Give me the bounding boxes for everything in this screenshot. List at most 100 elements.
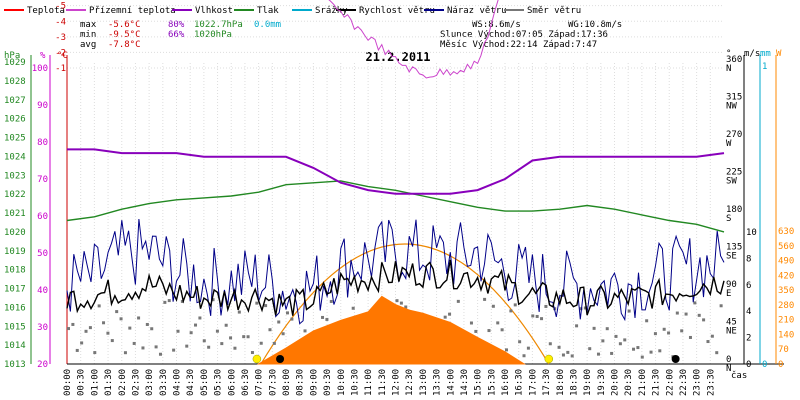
axis-unit-direction: °: [726, 49, 731, 59]
wind-direction-point: [404, 305, 408, 309]
wind-direction-point: [93, 351, 97, 355]
wind-direction-point: [636, 346, 640, 350]
wind-direction-point: [693, 301, 697, 305]
tick-direction-1: 45: [726, 318, 737, 328]
x-axis-label: čas: [731, 370, 747, 381]
legend-label-5: Rychlost větru: [359, 6, 435, 16]
wind-direction-point: [351, 306, 355, 310]
wind-direction-point: [667, 331, 671, 335]
stat-wind-speed: WS:8.6m/s: [472, 20, 521, 30]
tick-direction-label-1: NE: [726, 327, 737, 337]
tick-x-45: 22:30: [679, 369, 689, 396]
wind-direction-point: [614, 334, 618, 338]
wind-direction-point: [194, 323, 198, 327]
wind-direction-point: [250, 351, 254, 355]
tick-x-34: 17:00: [528, 369, 538, 396]
tick-x-25: 12:30: [405, 369, 415, 396]
wind-direction-point: [268, 328, 272, 332]
tick-rain-0: 0: [762, 360, 767, 370]
legend-label-0: Teplota: [27, 6, 65, 16]
wind-direction-point: [588, 347, 592, 351]
tick-x-35: 17:30: [542, 369, 552, 396]
tick-pressure-1027: 1027: [4, 96, 26, 106]
tick-solar-140: 140: [778, 330, 794, 340]
wind-direction-point: [557, 345, 561, 349]
wind-direction-point: [207, 345, 211, 349]
wind-direction-point: [710, 334, 714, 338]
tick-solar-280: 280: [778, 301, 794, 311]
tick-humidity-80: 80: [37, 138, 48, 148]
stat-max-rain: 0.0mm: [254, 20, 281, 30]
tick-x-29: 14:30: [460, 369, 470, 396]
tick-direction-label-2: E: [726, 289, 731, 299]
wind-direction-point: [496, 321, 500, 325]
tick-x-27: 13:30: [433, 369, 443, 396]
tick-temperature--2: -2: [55, 48, 66, 58]
wind-direction-point: [579, 307, 583, 311]
wind-direction-point: [443, 315, 447, 319]
tick-x-5: 02:30: [131, 369, 141, 396]
wind-direction-point: [71, 322, 75, 326]
tick-x-0: 00:00: [63, 369, 73, 396]
wind-direction-point: [137, 316, 141, 320]
tick-pressure-1023: 1023: [4, 171, 26, 181]
wind-direction-point: [154, 345, 158, 349]
stat-min-label: min: [80, 30, 96, 40]
wind-direction-point: [189, 331, 193, 335]
tick-temperature--5: -5: [55, 2, 66, 12]
wind-direction-point: [67, 327, 70, 331]
tick-direction-label-6: W: [726, 139, 732, 149]
wind-direction-point: [246, 335, 250, 339]
stat-min-temp: -9.5°C: [108, 30, 141, 40]
grid: [66, 5, 724, 364]
wind-direction-point: [715, 351, 719, 355]
tick-solar-350: 350: [778, 286, 794, 296]
tick-x-44: 22:00: [665, 369, 675, 396]
tick-x-36: 18:00: [556, 369, 566, 396]
wind-direction-point: [119, 317, 123, 321]
legend-label-4: Srážky: [315, 6, 348, 16]
wind-direction-point: [623, 338, 627, 342]
tick-pressure-1016: 1016: [4, 303, 26, 313]
tick-rain-1: 1: [762, 62, 767, 72]
tick-pressure-1022: 1022: [4, 190, 26, 200]
sunset-marker: [544, 354, 554, 364]
tick-x-12: 06:00: [227, 369, 237, 396]
wind-direction-point: [242, 335, 246, 339]
wind-direction-point: [106, 331, 110, 335]
tick-pressure-1028: 1028: [4, 77, 26, 87]
wind-direction-point: [605, 327, 609, 331]
wind-direction-point: [325, 317, 329, 321]
wind-direction-point: [329, 299, 333, 303]
wind-direction-point: [610, 351, 614, 355]
series-line-wind: [66, 259, 725, 316]
tick-wind-10: 10: [746, 228, 757, 238]
tick-x-24: 12:00: [392, 369, 402, 396]
legend-label-3: Tlak: [257, 6, 279, 16]
wind-direction-point: [592, 326, 596, 330]
axis-unit-temperature: °C: [57, 51, 68, 61]
stat-min-press: 1020hPa: [194, 30, 232, 40]
stat-avg-temp: -7.8°C: [108, 40, 141, 50]
tick-pressure-1018: 1018: [4, 266, 26, 276]
stat-max-temp: -5.6°C: [108, 20, 141, 30]
tick-x-7: 03:30: [159, 369, 169, 396]
wind-direction-point: [513, 303, 517, 307]
tick-x-26: 13:00: [419, 369, 429, 396]
tick-direction-6: 270: [726, 130, 742, 140]
wind-direction-point: [509, 309, 513, 313]
wind-direction-point: [145, 322, 149, 326]
wind-direction-point: [448, 312, 452, 316]
wind-direction-point: [566, 350, 570, 354]
tick-pressure-1017: 1017: [4, 285, 26, 295]
wind-direction-point: [649, 350, 653, 354]
tick-solar-560: 560: [778, 242, 794, 252]
wind-direction-point: [281, 332, 285, 336]
x-axis: 00:00 00:30 01:00 01:30 02:00 02:30 03:00 03:30…: [63, 369, 747, 396]
tick-x-10: 05:00: [200, 369, 210, 396]
tick-x-16: 08:00: [282, 369, 292, 396]
stat-max-press: 1022.7hPa: [194, 20, 243, 30]
tick-x-28: 14:00: [446, 369, 456, 396]
wind-direction-point: [487, 329, 491, 333]
tick-direction-5: 225: [726, 168, 742, 178]
